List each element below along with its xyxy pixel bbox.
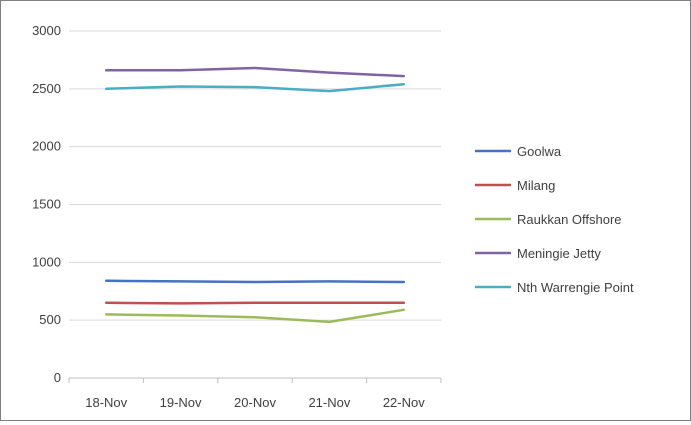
series-line-goolwa bbox=[104, 279, 406, 284]
y-tick-label: 3000 bbox=[32, 23, 61, 38]
series-line-milang bbox=[104, 301, 406, 305]
axes: 0 500 1000 1500 2000 2500 3000 18-Nov 19-Nov 20-N… bbox=[32, 23, 442, 410]
y-tick-label: 2500 bbox=[32, 81, 61, 96]
y-tick-label: 1500 bbox=[32, 197, 61, 212]
x-tick-label: 21-Nov bbox=[308, 395, 350, 410]
series-line-raukkan-offshore bbox=[104, 308, 406, 324]
series-line-nth-warrengie-point bbox=[104, 82, 406, 93]
plot-area bbox=[104, 66, 406, 324]
legend-label-raukkan-offshore: Raukkan Offshore bbox=[517, 212, 622, 227]
x-tick-label: 20-Nov bbox=[234, 395, 276, 410]
y-tick-label: 0 bbox=[54, 370, 61, 385]
series-line-meningie-jetty bbox=[104, 66, 406, 78]
legend-label-meningie-jetty: Meningie Jetty bbox=[517, 246, 601, 261]
legend-label-goolwa: Goolwa bbox=[517, 144, 562, 159]
legend-label-milang: Milang bbox=[517, 178, 555, 193]
x-tick-label: 18-Nov bbox=[85, 395, 127, 410]
y-tick-label: 1000 bbox=[32, 254, 61, 269]
x-tick-label: 22-Nov bbox=[383, 395, 425, 410]
legend-label-nth-warrengie-point: Nth Warrengie Point bbox=[517, 280, 634, 295]
y-tick-label: 2000 bbox=[32, 139, 61, 154]
x-tick-label: 19-Nov bbox=[160, 395, 202, 410]
y-tick-label: 500 bbox=[39, 312, 61, 327]
legend: Goolwa Milang Raukkan Offshore Meningie Jet… bbox=[475, 144, 634, 295]
